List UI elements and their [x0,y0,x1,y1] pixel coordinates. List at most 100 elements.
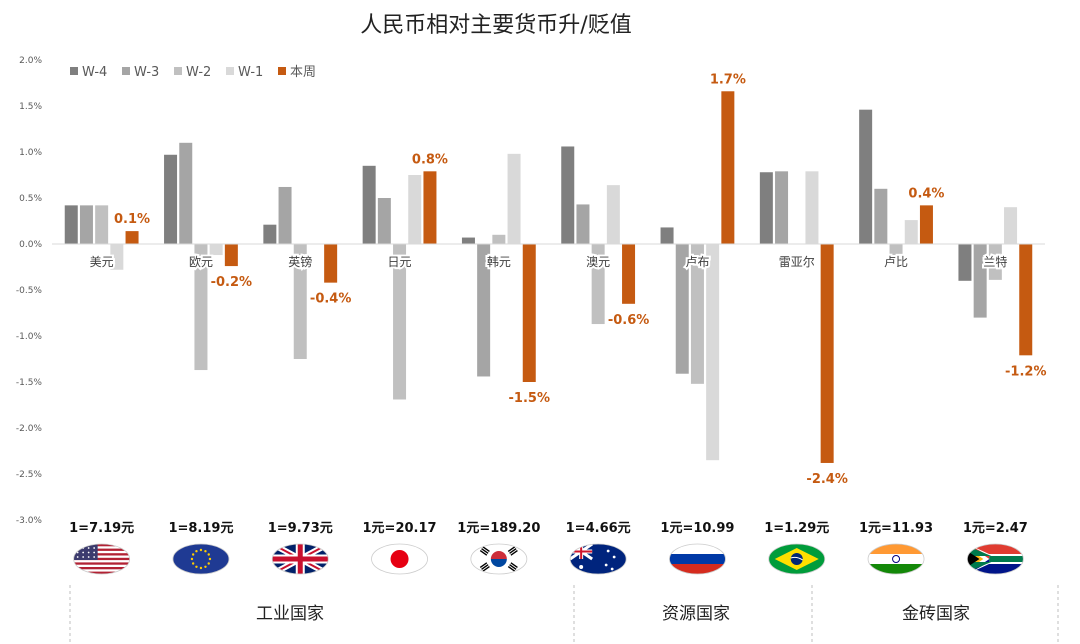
bar [958,244,972,281]
bar [278,186,292,244]
bar [423,171,437,244]
bar [721,91,735,244]
bar [690,244,704,384]
y-tick-label: -1.0% [16,332,43,342]
bars [64,91,1033,463]
category-label: 美元 [90,255,114,269]
bar [889,244,903,257]
bar [622,244,636,304]
y-tick-label: -3.0% [16,516,43,526]
category-label: 卢布 [685,254,709,269]
category-label: 卢比 [884,254,908,269]
south-africa-flag [966,543,1024,575]
bar [362,165,376,244]
group-label: 资源国家 [662,604,730,624]
bar [461,237,475,244]
flag-row [73,543,1024,575]
data-label: -0.2% [211,275,252,290]
y-tick-label: 2.0% [19,56,42,66]
exchange-rate: 1=8.19元 [168,521,233,536]
bar [859,109,873,245]
category-label: 欧元 [189,255,213,269]
bar [179,142,193,244]
y-tick-label: 0.5% [19,194,42,204]
bar [820,244,834,463]
bar [988,244,1002,280]
bar [377,198,391,244]
data-label: 0.1% [114,212,150,227]
bar [79,205,93,244]
group-label: 金砖国家 [902,604,970,624]
y-tick-label: 0.0% [19,240,42,250]
bar [1019,244,1033,356]
data-label: -1.2% [1005,364,1046,379]
bar [95,205,109,244]
bar [1004,207,1018,244]
exchange-rate: 1=7.19元 [69,521,134,536]
data-label: -1.5% [509,391,550,406]
bar [759,172,773,244]
data-labels: 0.1% -0.2% -0.4% 0.8% -1.5% -0.6% 1.7% -2.4% 0.4… [114,72,1046,487]
bar [660,227,674,244]
bar [706,244,720,461]
bar [507,153,521,244]
legend-swatch [122,67,130,75]
legend-label: W-4 [82,65,107,80]
country-groups: 工业国家 资源国家 金砖国家 [69,585,1059,644]
category-label: 韩元 [487,254,511,269]
bar [576,204,590,244]
bar [675,244,689,374]
bar [408,175,422,244]
legend-label: 本周 [290,65,316,80]
india-flag [867,543,925,575]
bar [125,231,139,244]
exchange-rate: 1元=2.47 [963,521,1028,536]
bar [775,171,789,244]
legend-label: W-2 [186,65,211,80]
uk-flag [271,543,329,575]
bar [393,244,407,400]
exchange-rates: 1=7.19元 1=8.19元 1=9.73元 1元=20.17 1元=189.20 1=… [69,521,1028,536]
category-label: 兰特 [983,254,1007,269]
data-label: -2.4% [806,472,847,487]
y-axis: 2.0% 1.5% 1.0% 0.5% 0.0% -0.5% -1.0% -1.5% -2.0%… [16,56,43,526]
legend-swatch [70,67,78,75]
data-label: -0.6% [608,313,649,328]
legend-swatch [174,67,182,75]
legend: W-4 W-3 W-2 W-1 本周 [70,65,316,80]
bar [606,185,620,244]
bar [591,244,605,325]
chart-title: 人民币相对主要货币升/贬值 [360,13,631,38]
exchange-rate: 1元=10.99 [660,521,734,536]
bar [973,244,987,318]
data-label: -0.4% [310,292,351,307]
data-label: 0.4% [908,186,944,201]
korea-flag [470,543,528,575]
japan-flag [371,543,428,575]
y-tick-label: -2.0% [16,424,43,434]
y-tick-label: -2.5% [16,470,43,480]
bar [919,205,933,244]
brazil-flag [768,543,826,575]
data-label: 0.8% [412,152,448,167]
legend-swatch [226,67,234,75]
exchange-rate: 1=4.66元 [566,521,631,536]
y-tick-label: 1.0% [19,148,42,158]
exchange-rate: 1=9.73元 [268,521,333,536]
bar [164,154,178,244]
y-tick-label: -1.5% [16,378,43,388]
bar [263,224,277,244]
bar [805,171,819,244]
bar [64,205,78,244]
legend-label: W-1 [238,65,263,80]
group-label: 工业国家 [256,604,324,624]
exchange-rate: 1=1.29元 [764,521,829,536]
bar [324,244,338,283]
bar [522,244,536,382]
bar [194,244,208,371]
bar [904,220,918,244]
bar [224,244,238,267]
russia-flag [669,543,726,575]
bar [492,234,506,244]
